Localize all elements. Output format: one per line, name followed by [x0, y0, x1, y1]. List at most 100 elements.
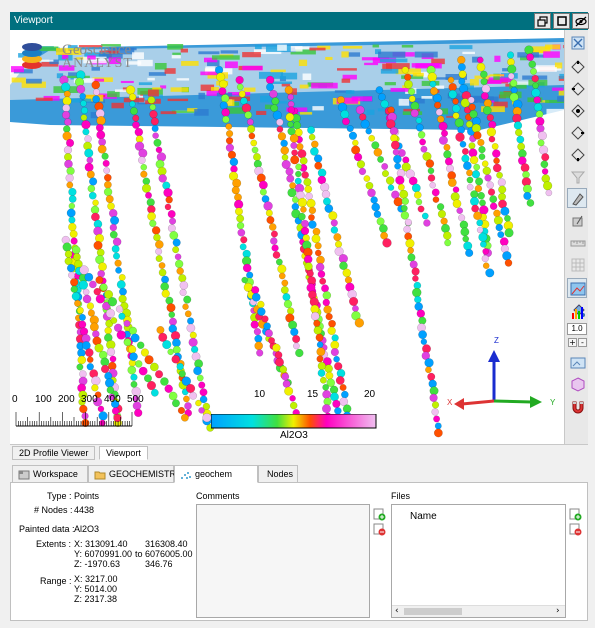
drillhole-sample [123, 320, 131, 327]
drillhole-sample [154, 370, 164, 379]
drillhole-sample [334, 240, 343, 248]
drillhole-sample [523, 191, 532, 200]
remove-comment-button[interactable] [373, 523, 386, 536]
filter-button[interactable] [567, 166, 587, 186]
zoom-level-input[interactable]: 1.0 [567, 323, 587, 335]
drillhole-sample [421, 212, 429, 220]
drillhole-sample [431, 188, 440, 197]
view-top-button[interactable] [567, 56, 587, 76]
drillhole-sample [370, 196, 378, 204]
drillhole-sample [71, 292, 81, 301]
drillhole-sample [429, 80, 437, 88]
select-tool-button[interactable] [567, 188, 587, 208]
drillhole-sample [241, 103, 252, 113]
add-file-button[interactable] [569, 508, 582, 521]
comments-list[interactable] [196, 504, 370, 618]
folder-icon [94, 471, 106, 480]
drillhole-sample [277, 264, 287, 274]
magnet-button[interactable] [567, 396, 587, 416]
drillhole-sample [317, 361, 326, 371]
grid-button[interactable] [567, 254, 587, 274]
tab-workspace[interactable]: Workspace [12, 465, 88, 483]
zoom-in-button[interactable]: + [568, 338, 577, 347]
cube-icon [571, 377, 585, 392]
drillhole-sample [330, 347, 339, 357]
tab-geochem[interactable]: geochem [174, 465, 258, 483]
zoom-extents-button[interactable] [567, 32, 587, 52]
surface-patch [26, 78, 42, 84]
drillhole-sample [158, 174, 167, 183]
surface-patch [544, 44, 561, 50]
surface-patch [68, 72, 79, 77]
drillhole-sample [292, 121, 302, 130]
scroll-right-icon[interactable]: › [556, 606, 560, 616]
files-list[interactable]: Name ‹ › [391, 504, 566, 618]
drillhole-sample [380, 231, 389, 240]
drillhole-sample [314, 161, 323, 170]
drillhole-sample [403, 225, 411, 234]
drillhole-sample [427, 167, 435, 175]
view-left-button[interactable] [567, 78, 587, 98]
drillhole-sample [403, 79, 413, 89]
drillhole-sample [134, 127, 144, 137]
drillhole-sample [286, 174, 295, 183]
remove-file-button[interactable] [569, 523, 582, 536]
drillhole-sample [516, 135, 525, 144]
zoom-out-button[interactable]: - [578, 338, 587, 347]
view-front-button[interactable] [567, 100, 587, 120]
viewport-toolbar: 1.0 + - [564, 30, 588, 444]
slice-tool-button[interactable] [567, 210, 587, 230]
drillhole-sample [316, 355, 324, 363]
drillhole-sample [92, 199, 99, 207]
surface-patch [171, 110, 195, 113]
view-bottom-button[interactable] [567, 144, 587, 164]
files-horizontal-scrollbar[interactable]: ‹ › [392, 605, 565, 617]
drillhole-sample [462, 235, 470, 243]
view-right-icon [571, 126, 585, 140]
3d-viewport[interactable]: Geoscience ANALYST 0 100 200 300 400 500 [10, 30, 564, 444]
drillhole-sample [183, 395, 190, 403]
drillhole-sample [498, 185, 507, 194]
drillhole-sample [322, 383, 330, 391]
surface-patch [484, 80, 502, 84]
type-value: Points [74, 491, 100, 501]
drillhole-sample [259, 188, 267, 196]
drillhole-sample [354, 318, 365, 328]
drillhole-sample [341, 390, 349, 399]
render-settings-button[interactable] [567, 374, 587, 394]
add-note-icon [373, 508, 386, 521]
drillhole-sample [378, 224, 388, 233]
tab-nodes[interactable]: Nodes [258, 465, 298, 483]
scroll-thumb[interactable] [404, 608, 462, 615]
drillhole-sample [181, 376, 192, 386]
drillhole-sample [478, 153, 486, 161]
drillhole-sample [532, 82, 539, 90]
drillhole-sample [418, 316, 427, 325]
drillhole-sample [62, 103, 71, 113]
view-right-button[interactable] [567, 122, 587, 142]
maximize-button[interactable] [553, 13, 570, 29]
add-comment-button[interactable] [373, 508, 386, 521]
drillhole-sample [478, 145, 486, 154]
colormap-button[interactable] [567, 278, 587, 298]
tab-viewport[interactable]: Viewport [99, 446, 148, 460]
surface-patch [87, 55, 96, 60]
colorbar-toggle-button[interactable] [567, 302, 587, 322]
view-tab-bar: 2D Profile Viewer Viewport [10, 444, 588, 460]
drillhole-sample [128, 326, 138, 335]
drillhole-sample [421, 351, 431, 360]
measure-tool-button[interactable] [567, 232, 587, 252]
restore-button[interactable] [534, 13, 551, 29]
hide-button[interactable] [572, 13, 589, 29]
surface-patch [342, 74, 357, 80]
drillhole-sample [351, 145, 361, 155]
scroll-left-icon[interactable]: ‹ [395, 606, 399, 616]
tab-2d-profile-viewer[interactable]: 2D Profile Viewer [12, 446, 96, 460]
drillhole-sample [168, 317, 178, 326]
tab-geochemistry[interactable]: GEOCHEMISTRY [88, 465, 182, 483]
screenshot-button[interactable] [567, 352, 587, 372]
drillhole-sample [82, 288, 90, 296]
drillhole-sample [308, 133, 316, 141]
surface-patch [469, 79, 479, 86]
drillhole-sample [276, 118, 284, 126]
